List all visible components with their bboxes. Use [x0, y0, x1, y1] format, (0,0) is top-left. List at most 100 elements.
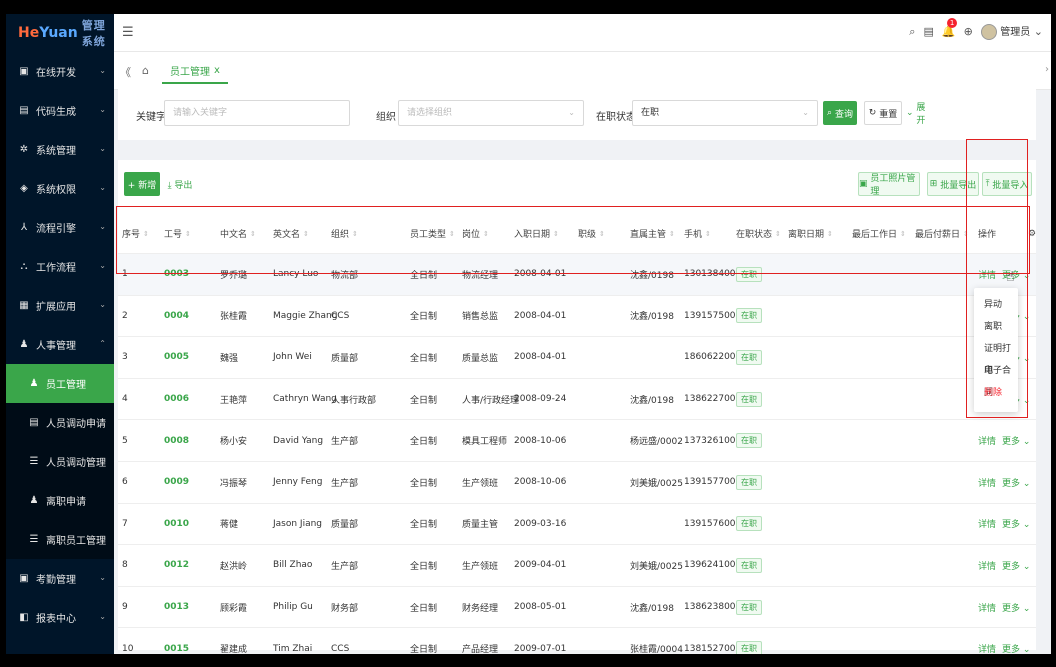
cell-id[interactable]: 0012 [164, 545, 189, 586]
cell-id[interactable]: 0004 [164, 296, 189, 337]
cell-id[interactable]: 0013 [164, 587, 189, 628]
detail-link[interactable]: 详情 [978, 645, 997, 654]
sidebar-item-3[interactable]: ◈ 系统权限 ⌄ [6, 169, 114, 208]
dropdown-item[interactable]: 电子合同 [984, 366, 1012, 398]
sort-icon[interactable]: ⇕ [250, 229, 256, 238]
sidebar-item-13[interactable]: ▣ 考勤管理 ⌄ [6, 559, 114, 598]
cell-id[interactable]: 0003 [164, 254, 189, 295]
table-row[interactable]: 10 0015 翟建成 Tim Zhai CCS 全日制 产品经理 2009-07-01 张桂霞… [118, 628, 1036, 654]
dropdown-item[interactable]: 离职 [984, 322, 1003, 332]
tab-employee-management[interactable]: 员工管理 x [162, 58, 228, 84]
sidebar-item-12[interactable]: ☰ 离职员工管理 [6, 520, 114, 559]
cell-id[interactable]: 0006 [164, 379, 189, 420]
column-header[interactable]: 中文名 ⇕ [220, 214, 256, 253]
batch-import-button[interactable]: ⤒ 批量导入 [982, 172, 1032, 196]
sidebar-item-5[interactable]: ⛬ 工作流程 ⌄ [6, 247, 114, 286]
cell-id[interactable]: 0010 [164, 504, 189, 545]
export-button[interactable]: ⤓ 导出 [167, 180, 193, 191]
detail-link[interactable]: 详情 [978, 603, 997, 614]
sidebar-item-14[interactable]: ◧ 报表中心 ⌄ [6, 598, 114, 637]
sort-icon[interactable]: ⇕ [775, 229, 781, 238]
sidebar-item-4[interactable]: ⅄ 流程引擎 ⌄ [6, 208, 114, 247]
sidebar-item-2[interactable]: ✲ 系统管理 ⌄ [6, 130, 114, 169]
add-button[interactable]: + 新增 [124, 172, 160, 196]
tabs-back-icon[interactable]: 《 [120, 66, 131, 79]
query-button[interactable]: ⌕ 查询 [823, 101, 857, 125]
column-header[interactable]: 直属主管 ⇕ [630, 214, 675, 253]
more-link[interactable]: 更多 ⌄ [1002, 437, 1031, 448]
batch-export-button[interactable]: ⊞ 批量导出 [927, 172, 979, 196]
sort-icon[interactable]: ⇕ [705, 229, 711, 238]
tabs-forward-icon[interactable]: › [1045, 64, 1049, 75]
column-header[interactable]: 序号 ⇕ [122, 214, 149, 253]
dropdown-item[interactable]: 异动 [984, 300, 1003, 310]
sidebar-item-10[interactable]: ☰ 人员调动管理 [6, 442, 114, 481]
column-header[interactable]: 手机 ⇕ [684, 214, 711, 253]
cell-id[interactable]: 0009 [164, 462, 189, 503]
table-row[interactable]: 4 0006 王艳萍 Cathryn Wang 人事行政部 全日制 人事/行政经理 2008-… [118, 379, 1036, 421]
sidebar-item-11[interactable]: ♟ 离职申请 [6, 481, 114, 520]
more-link[interactable]: 更多 ⌄ [1002, 270, 1031, 281]
employee-photo-button[interactable]: ▣ 员工照片管理 [858, 172, 920, 197]
column-header[interactable]: 离职日期 ⇕ [788, 214, 833, 253]
column-header[interactable]: 英文名 ⇕ [273, 214, 309, 253]
more-link[interactable]: 更多 ⌄ [1002, 561, 1031, 572]
sidebar-item-9[interactable]: ▤ 人员调动申请 [6, 403, 114, 442]
column-header[interactable]: 员工类型 ⇕ [410, 214, 455, 253]
table-row[interactable]: 3 0005 魏强 John Wei 质量部 全日制 质量总监 2008-04-01 18606… [118, 337, 1036, 379]
column-header[interactable]: 工号 ⇕ [164, 214, 191, 253]
sort-icon[interactable]: ⇕ [303, 229, 309, 238]
close-icon[interactable]: x [214, 64, 220, 76]
more-link[interactable]: 更多 ⌄ [1002, 603, 1031, 614]
user-menu[interactable]: 管理员 ⌄ [980, 23, 1043, 40]
more-link[interactable]: 更多 ⌄ [1002, 520, 1031, 531]
table-row[interactable]: 1 0003 罗乔璐 Lancy Luo 物流部 全日制 物流经理 2008-04-01 沈鑫/… [118, 254, 1036, 296]
detail-link[interactable]: 详情 [978, 478, 997, 489]
sidebar-item-7[interactable]: ♟ 人事管理 ⌃ [6, 325, 114, 364]
table-row[interactable]: 9 0013 顾彩霞 Philip Gu 财务部 全日制 财务经理 2008-05-01 沈鑫/… [118, 587, 1036, 629]
status-select[interactable]: 在职 ⌄ [632, 100, 818, 126]
detail-link[interactable]: 详情 [978, 437, 997, 448]
sort-icon[interactable]: ⇕ [185, 229, 191, 238]
sidebar-item-8[interactable]: ♟ 员工管理 [6, 364, 114, 403]
sort-icon[interactable]: ⇕ [143, 229, 149, 238]
notification-bell-icon[interactable]: 🔔 1 [942, 18, 958, 38]
detail-link[interactable]: 详情 [978, 270, 997, 281]
sidebar-item-1[interactable]: ▤ 代码生成 ⌄ [6, 91, 114, 130]
org-select[interactable]: 请选择组织 ⌄ [398, 100, 584, 126]
column-settings-icon[interactable]: ⚙ [1028, 228, 1037, 239]
column-header[interactable]: 入职日期 ⇕ [514, 214, 559, 253]
sort-icon[interactable]: ⇕ [483, 229, 489, 238]
detail-link[interactable]: 详情 [978, 520, 997, 531]
reset-button[interactable]: ↻ 重置 [864, 101, 902, 125]
more-link[interactable]: 更多 ⌄ [1002, 645, 1031, 654]
column-header[interactable]: 岗位 ⇕ [462, 214, 489, 253]
document-icon[interactable]: ▤ [923, 25, 934, 38]
column-header[interactable]: 组织 ⇕ [331, 214, 358, 253]
cell-id[interactable]: 0008 [164, 420, 189, 461]
sort-icon[interactable]: ⇕ [669, 229, 675, 238]
expand-button[interactable]: ⌄ 展开 [906, 101, 934, 126]
table-row[interactable]: 2 0004 张桂霞 Maggie Zhang CCS 全日制 销售总监 2008-04-01… [118, 296, 1036, 338]
dropdown-item[interactable]: 证明打印 [984, 344, 1012, 376]
cell-id[interactable]: 0015 [164, 628, 189, 654]
sidebar-item-6[interactable]: ▦ 扩展应用 ⌄ [6, 286, 114, 325]
sort-icon[interactable]: ⇕ [827, 229, 833, 238]
more-link[interactable]: 更多 ⌄ [1002, 478, 1031, 489]
column-header[interactable]: 操作 [978, 214, 996, 253]
sort-icon[interactable]: ⇕ [352, 229, 358, 238]
cell-id[interactable]: 0005 [164, 337, 189, 378]
sort-icon[interactable]: ⇕ [963, 229, 969, 238]
sort-icon[interactable]: ⇕ [449, 229, 455, 238]
sidebar-item-0[interactable]: ▣ 在线开发 ⌄ [6, 52, 114, 91]
search-icon[interactable]: ⌕ [909, 24, 916, 38]
dropdown-item[interactable]: 删除 [984, 388, 1003, 398]
column-header[interactable]: 职级 ⇕ [578, 214, 605, 253]
table-row[interactable]: 8 0012 赵洪岭 Bill Zhao 生产部 全日制 生产领班 2009-04-01 刘美娥… [118, 545, 1036, 587]
table-row[interactable]: 6 0009 冯振琴 Jenny Feng 生产部 全日制 生产领班 2008-10-06 刘美… [118, 462, 1036, 504]
home-icon[interactable]: ⌂ [142, 64, 149, 77]
detail-link[interactable]: 详情 [978, 561, 997, 572]
menu-collapse-icon[interactable]: ☰ [122, 25, 134, 40]
column-header[interactable]: 最后付薪日 ⇕ [915, 214, 969, 253]
sort-icon[interactable]: ⇕ [900, 229, 906, 238]
